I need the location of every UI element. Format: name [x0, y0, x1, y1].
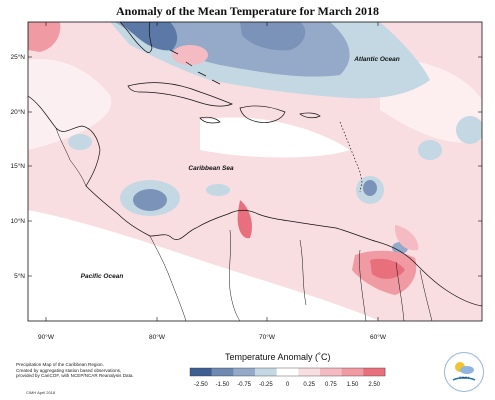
coast-florida [119, 22, 153, 53]
colorbar-tick-label: 0.25 [303, 382, 315, 388]
coast-bahamas [169, 49, 221, 85]
latitude-axis: 25°N 20°N 15°N 10°N 5°N [10, 53, 482, 280]
lon-tick-label: 70°W [259, 333, 276, 341]
neutral-zone-south [28, 210, 380, 321]
cool-spot-yucatan [68, 134, 92, 150]
cool-spot-caribbean-small [206, 184, 230, 196]
cool-zone-florida-strong [120, 22, 178, 51]
lon-tick-label: 80°W [149, 333, 166, 341]
lat-tick-label: 10°N [10, 217, 25, 225]
coast-mainland [28, 95, 482, 307]
cool-zone-central-caribbean-strong [133, 189, 167, 211]
colorbar-tick-label: -0.25 [259, 382, 273, 388]
longitude-axis: 90°W 80°W 70°W 60°W [38, 22, 387, 341]
colorbar-tick-label: -2.50 [194, 382, 208, 388]
coast-puerto-rico [299, 112, 321, 119]
cool-spot-atlantic-east [456, 116, 482, 144]
lat-tick-label: 25°N [10, 53, 25, 61]
label-caribbean-sea: Caribbean Sea [188, 165, 234, 172]
credit-text: CIMH April 2018 [26, 390, 56, 395]
coast-jamaica [199, 116, 221, 124]
logo-text: CIMH [458, 375, 470, 380]
lat-tick-label: 5°N [14, 272, 25, 280]
lat-tick-label: 20°N [10, 108, 25, 116]
lon-tick-label: 60°W [370, 333, 387, 341]
warm-zone-northwest [28, 22, 61, 52]
cool-zone-north-strong [240, 22, 306, 51]
cool-zone-east-caribbean-strong [363, 180, 377, 196]
colorbar-tick-label: -0.75 [237, 382, 251, 388]
legend-colorbar: -2.50 -1.50 -0.75 -0.25 0 0.25 0.75 1.50 2.50 [189, 367, 386, 388]
lon-tick-label: 90°W [38, 333, 55, 341]
warm-spot-bahamas [172, 45, 208, 65]
colorbar-tick-label: 2.50 [368, 382, 380, 388]
colorbar-segment [190, 368, 212, 376]
central-america-borders [55, 127, 87, 187]
coast-hispaniola [239, 105, 286, 123]
colorbar-tick-label: 1.50 [347, 382, 359, 388]
neutral-zone-gulf [28, 59, 112, 150]
map-title: Anomaly of the Mean Temperature for Marc… [116, 4, 379, 18]
footnote-line-3: provided by CariCOF, with NCEP/NCAR Rean… [16, 373, 134, 379]
cool-spot-atlantic [418, 140, 442, 160]
colorbar-tick-label: -1.50 [216, 382, 230, 388]
neutral-zone-caribbean [200, 117, 350, 158]
lat-tick-label: 15°N [10, 162, 25, 170]
label-pacific-ocean: Pacific Ocean [81, 273, 124, 280]
footnote-line-1: Precipitation Map of the Caribbean Regio… [16, 362, 104, 367]
colorbar-segment [211, 368, 234, 376]
coastlines [28, 22, 482, 321]
colorbar-segment [233, 368, 256, 376]
colorbar-segment [276, 368, 299, 376]
warm-spot-trinidad [395, 225, 419, 251]
colorbar-tick-label: 0.75 [325, 382, 337, 388]
coast-cuba [127, 82, 233, 107]
cimh-logo: CIMH [444, 352, 484, 392]
colorbar-segment [320, 368, 342, 376]
colorbar-segment [363, 368, 386, 376]
map-border [27, 21, 483, 322]
sun-cloud-icon [452, 362, 476, 381]
colorbar-segment [255, 368, 277, 376]
footnote-line-2: Created by aggregating station based obs… [16, 367, 122, 373]
colorbar-tick-label: 0 [286, 382, 290, 388]
label-atlantic-ocean: Atlantic Ocean [353, 56, 400, 63]
footnote: Precipitation Map of the Caribbean Regio… [16, 362, 216, 379]
colorbar-segment [341, 368, 364, 376]
country-borders [149, 229, 433, 321]
colorbar-outline [189, 367, 386, 377]
legend-title: Temperature Anomaly (˚C) [225, 352, 331, 362]
colorbar-segment [298, 368, 321, 376]
warm-zone-maracaibo [237, 200, 252, 239]
